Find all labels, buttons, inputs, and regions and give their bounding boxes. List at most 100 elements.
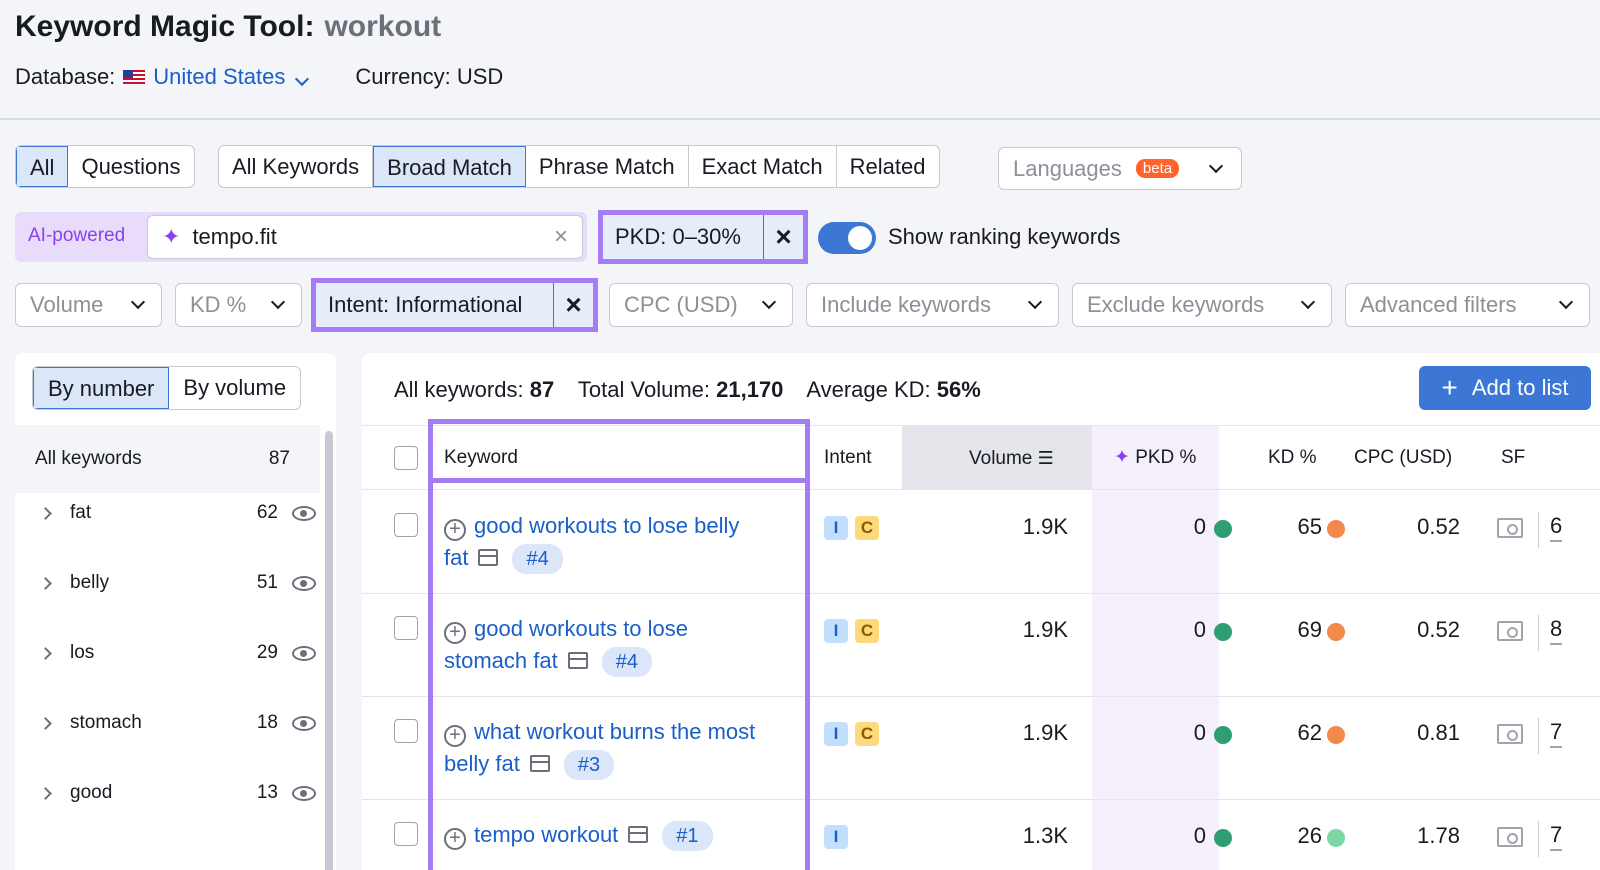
chevron-right-icon[interactable]: [39, 716, 52, 730]
group-item[interactable]: good 13: [15, 773, 320, 813]
row-checkbox[interactable]: [394, 513, 418, 537]
column-kd[interactable]: KD %: [1268, 447, 1317, 468]
tab-by-number[interactable]: By number: [33, 367, 170, 409]
row-checkbox[interactable]: [394, 719, 418, 743]
chevron-down-icon[interactable]: [270, 294, 286, 310]
chevron-down-icon[interactable]: [1558, 294, 1574, 310]
tab-broad-match[interactable]: Broad Match: [373, 146, 526, 187]
chevron-right-icon[interactable]: [39, 506, 52, 520]
plus-icon[interactable]: +: [1441, 372, 1458, 403]
column-volume-label[interactable]: Volume: [969, 448, 1033, 469]
column-intent[interactable]: Intent: [824, 447, 872, 468]
add-to-list-button[interactable]: + Add to list: [1419, 366, 1591, 410]
clear-input-icon[interactable]: ×: [553, 223, 568, 250]
chevron-down-icon[interactable]: [130, 294, 146, 310]
cpc-filter[interactable]: CPC (USD): [609, 283, 793, 327]
keyword-text-line2[interactable]: belly fat: [444, 751, 520, 776]
group-name[interactable]: good: [70, 782, 113, 803]
include-keywords-filter[interactable]: Include keywords: [806, 283, 1059, 327]
serp-preview-icon[interactable]: [567, 652, 588, 669]
column-cpc[interactable]: CPC (USD): [1354, 447, 1453, 468]
column-keyword[interactable]: Keyword: [444, 447, 518, 468]
serp-features-count[interactable]: 8: [1550, 615, 1563, 645]
group-item[interactable]: los 29: [15, 633, 320, 673]
column-pkd-label[interactable]: PKD %: [1135, 447, 1197, 468]
tab-related[interactable]: Related: [849, 154, 926, 179]
eye-icon[interactable]: [292, 505, 316, 521]
group-item[interactable]: stomach 18: [15, 703, 320, 743]
keyword-text[interactable]: good workouts to lose belly: [474, 513, 740, 538]
database-selector[interactable]: United States: [153, 64, 310, 90]
serp-features-icon[interactable]: [1497, 518, 1523, 538]
add-circle-icon[interactable]: +: [444, 828, 466, 850]
intent-filter-chip[interactable]: Intent: Informational ×: [311, 278, 598, 332]
tab-exact-match[interactable]: Exact Match: [689, 146, 837, 187]
keyword-text-line2[interactable]: stomach fat: [444, 648, 558, 673]
serp-features-count[interactable]: 7: [1550, 718, 1563, 748]
intent-badge[interactable]: C: [855, 516, 879, 540]
kd-filter-label[interactable]: KD %: [190, 292, 247, 317]
volume-filter[interactable]: Volume: [15, 283, 162, 327]
add-circle-icon[interactable]: +: [444, 519, 466, 541]
chevron-down-icon[interactable]: [1027, 294, 1043, 310]
group-name[interactable]: fat: [70, 502, 92, 523]
row-checkbox[interactable]: [394, 822, 418, 846]
keyword-text[interactable]: tempo workout: [474, 822, 619, 847]
eye-icon[interactable]: [292, 575, 316, 591]
exclude-keywords-label[interactable]: Exclude keywords: [1087, 292, 1265, 317]
select-all-checkbox[interactable]: [394, 446, 418, 470]
chevron-right-icon[interactable]: [39, 786, 52, 800]
sidebar-scrollbar[interactable]: [325, 431, 333, 870]
serp-features-count[interactable]: 7: [1550, 821, 1563, 851]
tab-all-keywords[interactable]: All Keywords: [219, 146, 374, 187]
keyword-text[interactable]: what workout burns the most: [474, 719, 756, 744]
languages-dropdown[interactable]: Languages beta: [998, 147, 1242, 190]
keyword-cell[interactable]: + good workouts to lose stomach fat #4: [444, 613, 784, 677]
close-icon[interactable]: ×: [553, 283, 593, 327]
serp-preview-icon[interactable]: [478, 549, 499, 566]
chevron-down-icon[interactable]: [1208, 158, 1224, 173]
intent-badge[interactable]: I: [824, 619, 848, 643]
serp-preview-icon[interactable]: [529, 755, 550, 772]
pkd-filter-label[interactable]: PKD: 0–30%: [615, 224, 741, 249]
tab-phrase-match[interactable]: Phrase Match: [526, 146, 689, 187]
keyword-cell[interactable]: + tempo workout #1: [444, 819, 784, 851]
serp-preview-icon[interactable]: [628, 826, 649, 843]
tab-all[interactable]: All: [16, 146, 69, 187]
add-circle-icon[interactable]: +: [444, 622, 466, 644]
serp-features-count[interactable]: 6: [1550, 512, 1563, 542]
all-keywords-group[interactable]: All keywords 87: [15, 425, 320, 493]
tab-by-volume[interactable]: By volume: [183, 375, 287, 400]
volume-filter-label[interactable]: Volume: [30, 292, 104, 317]
column-volume[interactable]: Volume ☰: [969, 426, 1054, 490]
eye-icon[interactable]: [292, 645, 316, 661]
keyword-cell[interactable]: + good workouts to lose belly fat #4: [444, 510, 784, 574]
keyword-text[interactable]: good workouts to lose: [474, 616, 689, 641]
tab-questions[interactable]: Questions: [81, 154, 181, 179]
eye-icon[interactable]: [292, 785, 316, 801]
intent-badge[interactable]: C: [855, 619, 879, 643]
intent-badge[interactable]: I: [824, 825, 848, 849]
group-name[interactable]: los: [70, 642, 95, 663]
intent-badge[interactable]: C: [855, 722, 879, 746]
chevron-down-icon[interactable]: [1300, 294, 1316, 310]
column-sf[interactable]: SF: [1501, 447, 1526, 468]
keyword-text-line2[interactable]: fat: [444, 545, 469, 570]
all-keywords-label[interactable]: All keywords: [35, 448, 142, 469]
serp-features-icon[interactable]: [1497, 724, 1523, 744]
database-value[interactable]: United States: [153, 64, 286, 89]
cpc-filter-label[interactable]: CPC (USD): [624, 292, 738, 317]
intent-badge[interactable]: I: [824, 516, 848, 540]
chevron-right-icon[interactable]: [39, 646, 52, 660]
intent-filter-label[interactable]: Intent: Informational: [328, 292, 523, 317]
row-checkbox[interactable]: [394, 616, 418, 640]
group-name[interactable]: belly: [70, 572, 110, 593]
add-circle-icon[interactable]: +: [444, 725, 466, 747]
languages-label[interactable]: Languages: [1013, 155, 1122, 181]
kd-filter[interactable]: KD %: [175, 283, 302, 327]
exclude-keywords-filter[interactable]: Exclude keywords: [1072, 283, 1332, 327]
advanced-filters-label[interactable]: Advanced filters: [1360, 292, 1517, 317]
close-icon[interactable]: ×: [763, 215, 803, 259]
column-pkd[interactable]: ✦ PKD %: [1114, 426, 1196, 490]
show-ranking-toggle[interactable]: [818, 222, 876, 254]
